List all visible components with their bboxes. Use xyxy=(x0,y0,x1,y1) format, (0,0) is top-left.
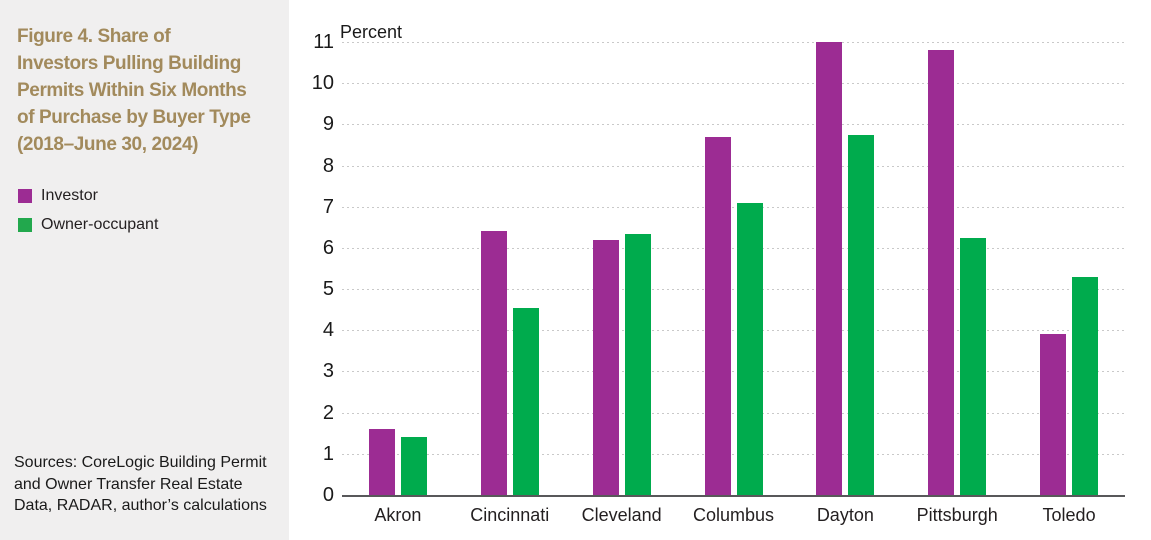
x-category-label: Dayton xyxy=(816,505,874,525)
gridline xyxy=(342,165,1125,167)
y-tick-label: 11 xyxy=(313,31,334,53)
legend-item-owner-occupant: Owner-occupant xyxy=(18,215,278,233)
bar-investor-pittsburgh xyxy=(928,50,955,495)
y-axis-ticks: 0 1 2 3 4 5 6 7 8 9 10 11 xyxy=(0,32,334,505)
bar-investor-cincinnati xyxy=(480,231,507,495)
y-axis-title: Percent xyxy=(340,22,403,42)
bar-owner-occupant-pittsburgh xyxy=(960,237,987,495)
figure-title-line: Figure 4. Share of xyxy=(17,26,171,47)
sources-note-line: and Owner Transfer Real Estate xyxy=(14,475,243,493)
y-tick-label: 0 xyxy=(322,484,334,506)
bar-investor-dayton xyxy=(816,42,843,495)
plot-area: Akron Cincinnati Cleveland Columbus Dayton Pi… xyxy=(342,42,1125,525)
figure-title-line: Permits Within Six Months xyxy=(17,80,247,101)
gridline xyxy=(342,206,1125,208)
legend-label: Owner-occupant xyxy=(41,215,159,233)
gridline xyxy=(342,453,1125,455)
bar-investor-columbus xyxy=(704,136,731,495)
sources-note-line: Data, RADAR, author’s calculations xyxy=(14,497,267,514)
bar-owner-occupant-akron xyxy=(400,437,427,495)
x-category-label: Cleveland xyxy=(581,505,662,525)
y-tick-label: 5 xyxy=(322,278,334,301)
y-tick-label: 2 xyxy=(322,401,334,424)
y-tick-label: 4 xyxy=(322,319,334,342)
x-category-label: Cincinnati xyxy=(470,505,550,525)
figure-title-line: of Purchase by Buyer Type xyxy=(17,107,251,128)
sources-note: Sources: CoreLogic Building Permit and O… xyxy=(14,452,284,517)
gridline xyxy=(342,124,1125,126)
gridline xyxy=(342,42,1125,43)
bar-owner-occupant-columbus xyxy=(736,202,763,495)
bar-owner-occupant-dayton xyxy=(848,134,875,495)
gridline xyxy=(342,412,1125,414)
bar-investor-cleveland xyxy=(592,239,619,495)
y-tick-label: 6 xyxy=(322,236,334,259)
x-category-label: Pittsburgh xyxy=(916,505,998,525)
gridline xyxy=(342,330,1125,332)
figure-title: Figure 4. Share of Investors Pulling Bui… xyxy=(17,23,285,158)
y-tick-label: 10 xyxy=(311,72,334,95)
bar-investor-akron xyxy=(368,429,395,495)
y-tick-label: 1 xyxy=(322,442,334,465)
x-category-label: Akron xyxy=(374,505,422,525)
y-tick-label: 8 xyxy=(322,154,334,177)
investor-swatch-icon xyxy=(18,188,32,203)
info-panel: Figure 4. Share of Investors Pulling Bui… xyxy=(0,0,289,540)
bar-owner-occupant-cincinnati xyxy=(512,307,539,495)
gridline xyxy=(342,371,1125,373)
legend-item-investor: Investor xyxy=(18,186,278,204)
y-tick-label: 7 xyxy=(322,195,334,218)
legend: Investor Owner-occupant xyxy=(18,186,278,246)
bar-owner-occupant-toledo xyxy=(1072,276,1099,495)
bar-owner-occupant-cleveland xyxy=(624,233,651,495)
legend-label: Investor xyxy=(41,186,98,204)
owner-occupant-swatch-icon xyxy=(18,217,32,232)
figure-title-line: (2018–June 30, 2024) xyxy=(17,134,199,155)
sources-note-line: Sources: CoreLogic Building Permit xyxy=(14,454,267,471)
gridline xyxy=(342,83,1125,85)
gridline xyxy=(342,247,1125,249)
gridline xyxy=(342,289,1125,291)
bar-investor-toledo xyxy=(1040,334,1067,495)
x-category-label: Toledo xyxy=(1042,505,1096,525)
y-tick-label: 3 xyxy=(322,360,334,383)
y-tick-label: 9 xyxy=(322,113,334,136)
figure-title-line: Investors Pulling Building xyxy=(17,53,241,74)
x-category-label: Columbus xyxy=(692,505,774,525)
